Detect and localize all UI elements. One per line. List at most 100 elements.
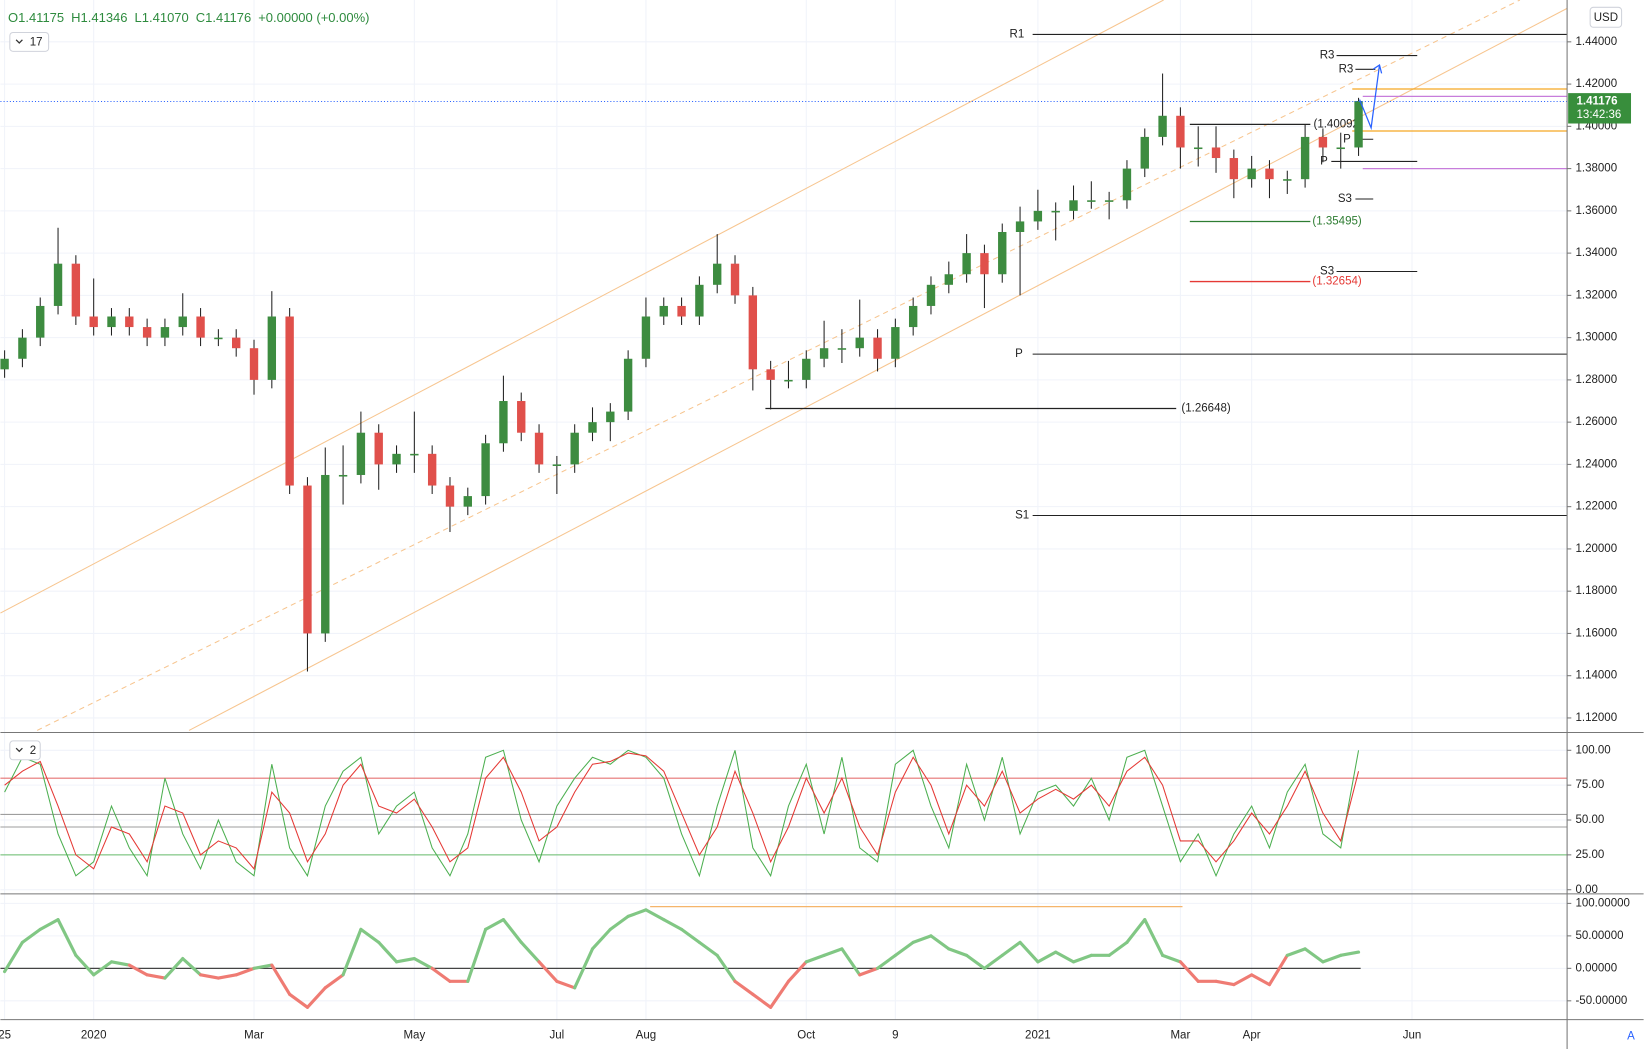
y-tick-label: 100.00 [1575, 744, 1610, 756]
momentum-segment [947, 947, 969, 957]
momentum-segment [1107, 940, 1129, 957]
momentum-segment [644, 908, 666, 922]
candle-body [659, 305, 668, 317]
momentum-segment [822, 947, 844, 957]
x-tick-label: 2020 [81, 1029, 107, 1041]
pivot-label: R1 [1010, 28, 1025, 40]
candle-body [695, 284, 704, 317]
x-tick-label: Jun [1403, 1029, 1422, 1041]
candle-body [588, 422, 597, 433]
scale-button[interactable] [1622, 1026, 1640, 1045]
momentum-segment [697, 940, 719, 957]
candle-body [1033, 210, 1043, 222]
price-level-label: (1.40092) [1313, 118, 1362, 130]
candle-body [908, 305, 918, 328]
momentum-segment [1000, 940, 1022, 957]
pivot-label: R3 [1339, 63, 1354, 75]
pivot-label: P [1343, 133, 1351, 145]
projection-arrow [1359, 63, 1383, 131]
candle-body [1104, 200, 1114, 202]
momentum-segment [92, 960, 114, 977]
momentum-segment [1178, 960, 1200, 983]
countdown: 13:42:36 [1577, 109, 1622, 121]
momentum-segment [74, 953, 96, 977]
x-tick-label: 25 [0, 1029, 11, 1041]
candle-body [623, 358, 633, 412]
candle-body [1140, 136, 1149, 169]
momentum-segment [1214, 979, 1236, 987]
price-level-label: (1.35495) [1312, 216, 1361, 228]
candle-body [1069, 200, 1078, 211]
chevron [15, 747, 23, 753]
candle-body [944, 274, 953, 285]
ohlc-header: O1.41175 H1.41346 L1.41070 C1.41176 +0.0… [8, 10, 370, 25]
candle-body [1247, 168, 1256, 180]
candle-body [570, 432, 579, 465]
momentum-segment [751, 992, 773, 1009]
indicator-badge[interactable] [9, 740, 41, 761]
momentum-segment [145, 973, 167, 980]
candle-body [374, 432, 383, 465]
momentum-segment [662, 918, 684, 931]
candle-body [641, 316, 651, 359]
y-tick-label: 1.44000 [1575, 36, 1617, 48]
open-value: O1.41175 [8, 10, 65, 25]
candle-body [802, 358, 811, 380]
candle-body [303, 485, 312, 634]
candle-body [232, 337, 241, 349]
momentum-segment [840, 947, 862, 977]
momentum-segment [1054, 950, 1076, 964]
pivot-label: P [1015, 348, 1023, 360]
y-tick-label: 1.24000 [1575, 458, 1617, 470]
candle-body [160, 327, 170, 338]
currency-button[interactable] [1589, 6, 1623, 28]
candle-body [267, 316, 277, 380]
momentum-segment [893, 940, 915, 957]
momentum-segment [1161, 953, 1182, 964]
x-tick-label: Oct [797, 1029, 816, 1041]
momentum-segment [38, 918, 60, 931]
momentum-segment [965, 953, 987, 970]
pivot-label: P [1320, 155, 1328, 167]
oscillator-line [4, 752, 1360, 870]
y-tick-label: 1.32000 [1575, 289, 1617, 301]
candle-body [1229, 158, 1239, 180]
momentum-segment [466, 927, 488, 983]
y-tick-label: 1.12000 [1575, 712, 1617, 724]
momentum-segment [1285, 947, 1307, 957]
x-tick-label: May [403, 1029, 425, 1041]
candle-body [481, 443, 490, 497]
momentum-segment [1018, 940, 1040, 964]
candle-body [285, 316, 294, 486]
price-level-label: (1.26648) [1181, 403, 1230, 415]
candle-body [463, 496, 472, 507]
candle-body [1051, 210, 1060, 213]
y-tick-label: 1.38000 [1575, 163, 1617, 175]
momentum-segment [590, 927, 612, 951]
candle-body [1300, 136, 1310, 180]
candle-body [1176, 115, 1185, 148]
candle-body [1194, 147, 1203, 150]
candle-body [445, 485, 455, 507]
y-tick-label: 1.36000 [1575, 205, 1617, 217]
x-tick-label: Jul [550, 1029, 565, 1041]
x-tick-label: 9 [892, 1029, 898, 1041]
momentum-segment [501, 918, 523, 944]
candle-body [71, 263, 81, 317]
momentum-segment [288, 992, 310, 1009]
change-value: +0.00000 (+0.00%) [258, 10, 370, 25]
candle-body [517, 401, 526, 433]
momentum-segment [341, 927, 363, 977]
indicator-badge[interactable] [9, 31, 50, 52]
oscillator-line [4, 749, 1360, 878]
candle-body [819, 348, 829, 359]
pivot-label: S3 [1338, 193, 1352, 205]
momentum-segment [484, 918, 505, 931]
candle-body [427, 453, 437, 486]
candle-body [0, 358, 9, 370]
momentum-segment [786, 960, 808, 983]
candle-body [1087, 200, 1096, 202]
y-tick-label: 1.42000 [1575, 78, 1617, 90]
candle-body [89, 316, 98, 328]
momentum-segment [127, 963, 149, 977]
